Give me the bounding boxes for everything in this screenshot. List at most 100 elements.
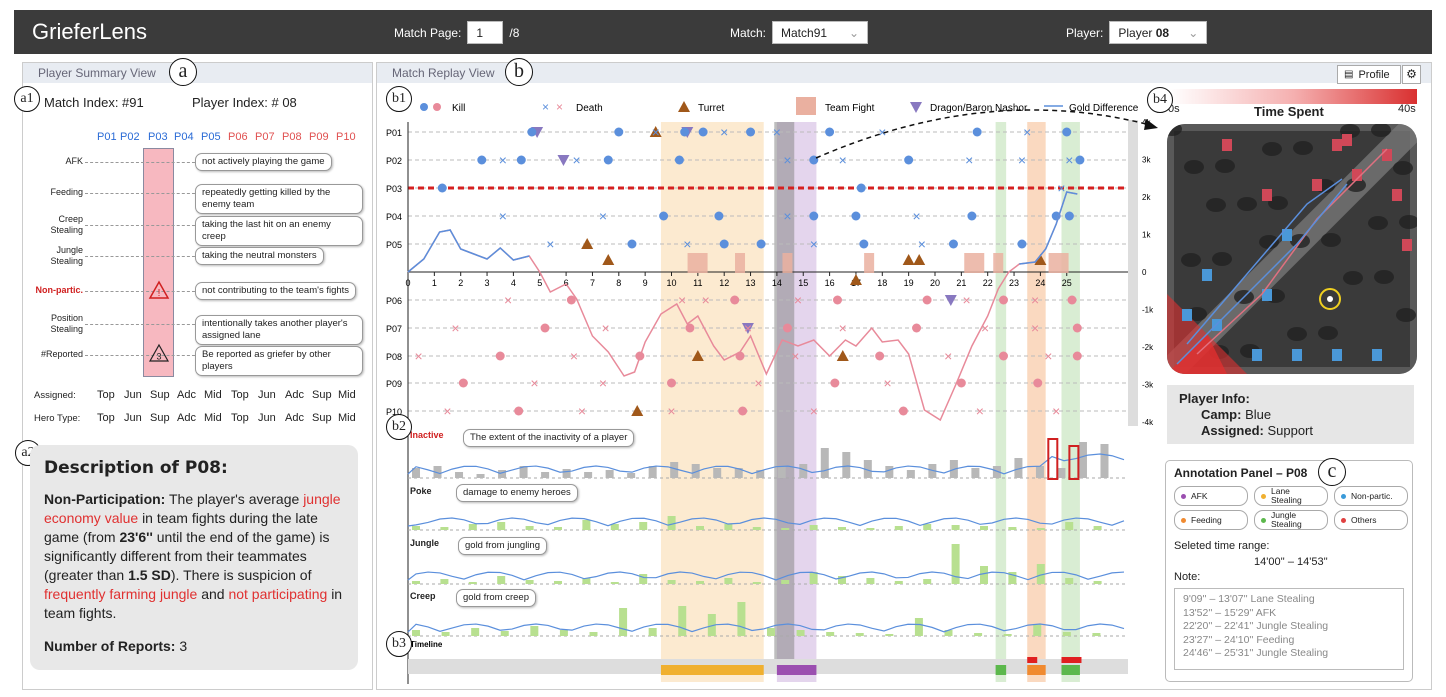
row-label: P01 (386, 128, 402, 138)
x-tick-label: 9 (643, 278, 648, 288)
metric-bar (752, 582, 761, 584)
metric-bar (796, 630, 805, 636)
warning-icon: ! (148, 280, 170, 299)
player-col-header: P03 (148, 131, 168, 143)
highlight-band (1027, 122, 1046, 682)
metric-bar (980, 566, 988, 584)
description-highlight: not participating (228, 586, 328, 602)
map-terrain (1318, 326, 1338, 340)
assigned-cell: Top (97, 389, 115, 401)
metric-bar (639, 522, 648, 530)
player-select[interactable]: Player 08 ⌄ (1109, 21, 1208, 44)
death-mark: × (546, 236, 554, 252)
metric-label: Poke (410, 486, 432, 496)
kill-mark (904, 155, 914, 165)
metric-bar (691, 464, 700, 478)
description-bold: 1.5 SD (128, 567, 171, 583)
x-tick-label: 3 (485, 278, 490, 288)
x-tick-label: 20 (930, 278, 940, 288)
annotation-tag-lane-stealing[interactable]: Lane Stealing (1254, 486, 1328, 506)
timeline-segment (995, 665, 1007, 675)
x-tick-label: 0 (405, 278, 410, 288)
death-mark: × (652, 124, 660, 140)
y-tick-label: -4k (1142, 418, 1154, 427)
x-tick-label: 11 (693, 278, 702, 288)
kill-mark (912, 323, 922, 333)
metric-bar (1093, 581, 1102, 584)
player-col-header: P01 (97, 131, 117, 143)
annotation-tag-non-partic-[interactable]: Non-partic. (1334, 486, 1408, 506)
metric-bar (1057, 468, 1066, 478)
minimap[interactable] (1167, 124, 1417, 374)
map-terrain (1374, 270, 1394, 284)
list-icon: ▤ (1344, 69, 1354, 80)
row-label: P08 (386, 352, 402, 362)
description-highlight: jungle economy value (44, 491, 341, 526)
annotation-tag-feeding[interactable]: Feeding (1174, 510, 1248, 530)
map-terrain (1368, 216, 1388, 230)
metric-bar (866, 528, 875, 530)
kill-mark (667, 378, 676, 388)
turret-mark (602, 254, 615, 265)
death-mark: × (1065, 152, 1073, 168)
profile-button[interactable]: ▤ Profile (1337, 65, 1401, 84)
dashed-arrow (815, 109, 1147, 159)
tag-label: Non-partic. (1351, 490, 1393, 501)
map-terrain (1399, 215, 1417, 229)
marker-b1: b1 (386, 86, 412, 112)
tag-label: AFK (1191, 490, 1208, 501)
gear-icon[interactable]: ⚙ (1402, 65, 1421, 84)
assigned-cell: Sup (150, 389, 170, 401)
tag-label: Jungle Stealing (1271, 510, 1302, 529)
x-tick-label: 16 (825, 278, 835, 288)
note-textarea[interactable]: 9'09'' – 13'07'' Lane Stealing 13'52'' – … (1174, 588, 1404, 670)
metric-bar (914, 618, 923, 636)
reported-count: 3 (156, 352, 161, 362)
match-select[interactable]: Match91 ⌄ (772, 21, 869, 44)
metric-bar (562, 469, 571, 478)
metric-bar (584, 472, 593, 478)
annotation-panel: Annotation Panel – P08 AFK Lane Stealing N… (1165, 460, 1413, 682)
assigned-info-value: Support (1267, 423, 1314, 438)
hero-type-cell: Jun (124, 412, 142, 424)
x-tick-label: 4 (511, 278, 516, 288)
kill-mark (603, 155, 613, 165)
time-max-label: 40s (1398, 103, 1416, 115)
legend-turret (678, 101, 690, 112)
annotation-tag-others[interactable]: Others (1334, 510, 1408, 530)
metric-bar (648, 466, 657, 478)
player-col-header: P08 (282, 131, 302, 143)
kill-mark (477, 155, 487, 165)
metric-bar (541, 472, 550, 478)
kill-mark (999, 351, 1009, 361)
hero-type-cell: Mid (204, 412, 222, 424)
description-body: Non-Participation: The player's average … (44, 490, 344, 623)
replay-chart: P01 P02 P03 P04 P05 P06 P07 P08 P09 P10 Kill × × Deat… (386, 97, 1158, 684)
metric-bar (1062, 632, 1071, 636)
annotation-tag-afk[interactable]: AFK (1174, 486, 1248, 506)
kill-mark (514, 406, 524, 416)
x-tick-label: 25 (1062, 278, 1072, 288)
legend-kill-blue (420, 103, 428, 111)
metric-bar (610, 582, 619, 584)
metric-bar (781, 580, 790, 584)
description-text: in team fights during the late game (fro… (44, 510, 318, 545)
y-tick-label: -3k (1142, 381, 1154, 390)
match-page-input[interactable]: 1 (467, 21, 504, 44)
metric-bar (1065, 578, 1074, 584)
blue-tower-icon (1332, 349, 1342, 361)
annotation-tag-jungle-stealing[interactable]: Jungle Stealing (1254, 510, 1328, 530)
x-tick-label: 6 (564, 278, 569, 288)
metric-bar (1036, 564, 1045, 584)
kill-mark (680, 127, 690, 137)
legend-label: Kill (452, 103, 465, 114)
reports-value: 3 (179, 638, 188, 654)
death-mark: × (791, 348, 799, 364)
assigned-info-label: Assigned: (1201, 423, 1264, 438)
turret-mark (1034, 254, 1047, 265)
description-text: in team fights. (44, 586, 343, 621)
hero-type-cell: Top (97, 412, 115, 424)
metric-bar (559, 630, 568, 636)
blue-tower-icon (1202, 269, 1212, 281)
death-mark: × (981, 320, 989, 336)
